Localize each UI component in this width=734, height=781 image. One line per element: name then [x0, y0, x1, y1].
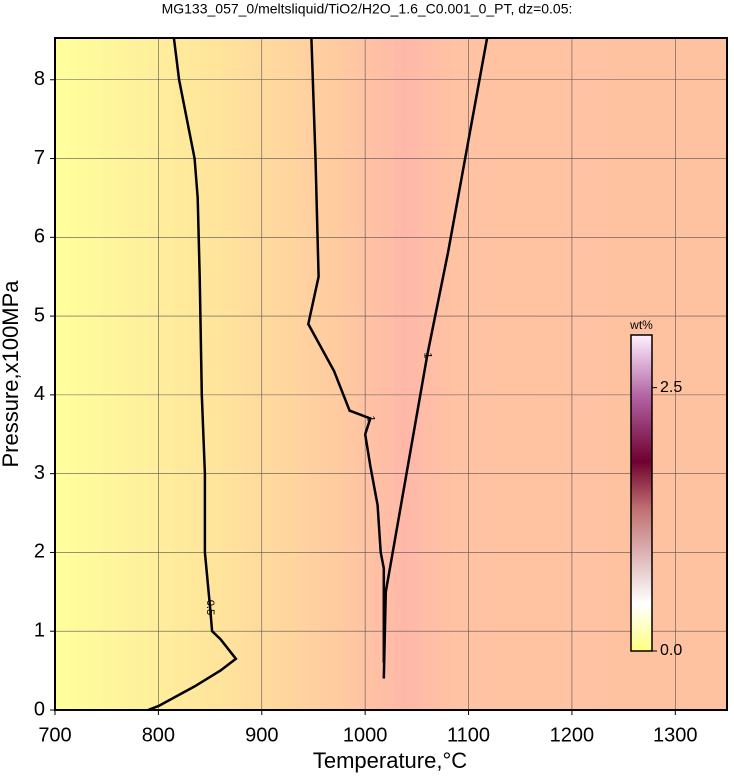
y-tick-label: 0 — [34, 698, 45, 720]
frame — [54, 37, 728, 711]
y-axis-label: Pressure,x100MPa — [0, 280, 23, 468]
x-tick-label: 1300 — [653, 724, 698, 746]
contour-label: 1 — [364, 415, 376, 421]
y-tick-label: 4 — [34, 383, 45, 405]
contour-line — [382, 37, 489, 679]
x-tick-label: 1000 — [343, 724, 388, 746]
y-tick-label: 1 — [34, 620, 45, 642]
contour-line — [306, 37, 386, 663]
contour-line — [147, 37, 238, 712]
y-tick-label: 3 — [34, 462, 45, 484]
colorbar — [630, 334, 653, 652]
contour-label: 1 — [421, 352, 433, 358]
x-axis-label: Temperature,°C — [313, 748, 467, 773]
y-tick-label: 5 — [34, 304, 45, 326]
y-tick-label: 7 — [34, 147, 45, 169]
y-tick-label: 2 — [34, 541, 45, 563]
x-tick-label: 800 — [142, 724, 175, 746]
chart-title: MG133_057_0/meltsliquid/TiO2/H2O_1.6_C0.… — [162, 1, 573, 17]
x-tick-label: 900 — [245, 724, 278, 746]
x-tick-label: 700 — [38, 724, 71, 746]
colorbar-tick-label: 2.5 — [660, 379, 682, 396]
plot-background — [55, 38, 727, 710]
colorbar-label: wt% — [629, 318, 653, 332]
y-tick-label: 8 — [34, 68, 45, 90]
y-tick-label: 6 — [34, 226, 45, 248]
x-tick-label: 1100 — [447, 724, 490, 746]
x-tick-label: 1200 — [550, 724, 595, 746]
contour-label: 0.5 — [204, 600, 216, 615]
colorbar-tick-label: 0.0 — [660, 642, 682, 659]
